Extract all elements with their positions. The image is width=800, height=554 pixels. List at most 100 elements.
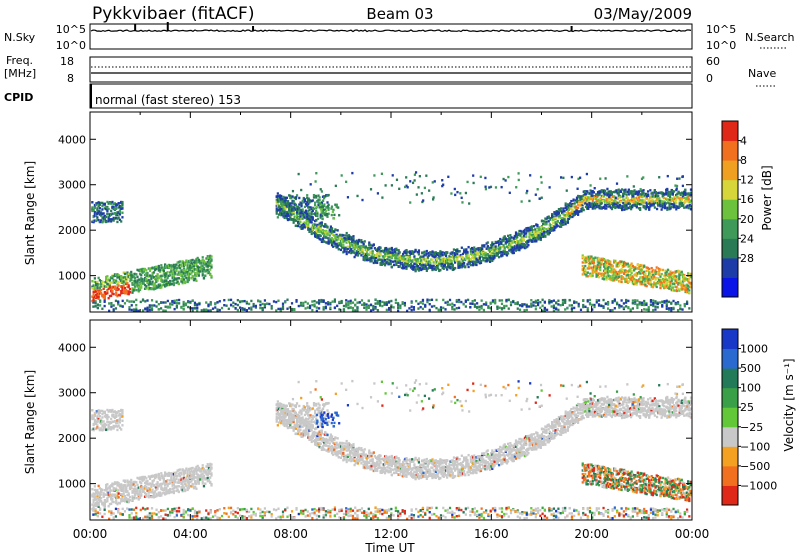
power-cell	[150, 283, 153, 286]
power-cell	[390, 256, 393, 259]
power-cell	[583, 192, 586, 196]
power-cell	[650, 192, 653, 195]
power-cell	[576, 213, 580, 216]
power-cell	[405, 248, 408, 252]
power-cell	[158, 275, 162, 278]
power-cell	[307, 220, 310, 223]
power-cell	[397, 302, 400, 305]
power-cell	[131, 275, 134, 279]
power-cell	[605, 264, 608, 267]
power-cell	[332, 233, 335, 236]
power-cell	[609, 278, 612, 281]
power-cell	[207, 304, 210, 307]
power-cell	[336, 245, 339, 248]
power-cell	[526, 228, 529, 232]
power-cell	[640, 281, 643, 284]
power-cell	[321, 208, 325, 211]
power-cell	[225, 304, 228, 307]
power-cell	[112, 278, 115, 282]
power-cell	[318, 300, 321, 304]
power-cell	[657, 203, 660, 206]
power-cell	[651, 270, 655, 273]
power-cell	[197, 269, 201, 273]
power-cell	[383, 252, 387, 256]
power-cell	[151, 282, 154, 286]
power-cell	[143, 276, 147, 280]
power-cell	[323, 225, 326, 228]
power-cell	[279, 195, 282, 198]
power-cell	[307, 202, 310, 206]
power-cell	[539, 301, 542, 304]
power-cell	[619, 195, 623, 198]
power-cell	[668, 207, 671, 210]
power-cell	[621, 188, 624, 191]
power-cell	[527, 228, 530, 231]
power-cell	[485, 256, 488, 260]
power-cell	[312, 207, 316, 210]
power-cell	[350, 251, 353, 255]
power-cell	[597, 267, 601, 271]
power-cell	[389, 262, 392, 265]
power-cell	[453, 251, 457, 255]
power-cell	[105, 280, 108, 284]
power-cell	[626, 206, 629, 210]
power-cell	[382, 255, 386, 258]
power-cell	[174, 277, 177, 280]
power-cell	[434, 258, 437, 262]
power-cell	[530, 225, 533, 228]
power-cell	[321, 228, 325, 232]
power-cell	[152, 275, 155, 279]
power-cell	[143, 267, 147, 271]
power-cell	[286, 213, 290, 217]
power-cell	[500, 307, 504, 310]
power-cell	[602, 257, 606, 261]
power-cell	[639, 268, 642, 272]
power-cell	[674, 201, 677, 205]
power-cell	[308, 304, 312, 308]
power-cell	[531, 233, 535, 237]
power-cell	[186, 270, 189, 274]
power-cell	[372, 253, 375, 257]
power-cell	[250, 299, 253, 303]
power-cell	[304, 216, 308, 219]
power-cell	[671, 192, 675, 195]
power-cell	[162, 301, 165, 304]
power-cell	[122, 290, 125, 294]
power-cell	[613, 299, 616, 303]
power-cell	[626, 198, 629, 201]
power-cell	[93, 211, 96, 214]
power-cell	[330, 232, 334, 235]
power-cell	[150, 299, 154, 302]
power-cell	[345, 250, 348, 253]
power-cell	[666, 188, 669, 192]
power-cell	[161, 279, 164, 282]
power-cell	[346, 247, 349, 251]
power-cell	[479, 252, 483, 255]
power-cell	[540, 219, 544, 222]
power-cell	[114, 299, 118, 303]
power-cell	[514, 302, 517, 305]
power-cell	[425, 249, 428, 253]
power-cell	[660, 191, 663, 194]
power-cell	[651, 273, 655, 276]
power-cell	[169, 271, 172, 274]
power-cell	[100, 219, 103, 222]
power-cell	[189, 263, 192, 266]
power-cell	[672, 197, 676, 200]
power-cell	[277, 307, 280, 311]
power-cell	[451, 268, 454, 272]
power-cell	[571, 212, 574, 215]
power-cell	[175, 299, 178, 302]
power-cell	[140, 286, 143, 289]
power-cell	[180, 265, 183, 268]
power-cell	[91, 207, 94, 211]
power-cell	[121, 291, 124, 295]
power-cell	[561, 219, 564, 222]
power-cell	[653, 281, 656, 284]
power-cell	[652, 304, 655, 308]
power-cell	[646, 205, 650, 209]
power-cell	[282, 206, 285, 209]
power-cell	[181, 275, 184, 278]
power-cell	[289, 216, 292, 219]
power-cell	[374, 298, 377, 301]
